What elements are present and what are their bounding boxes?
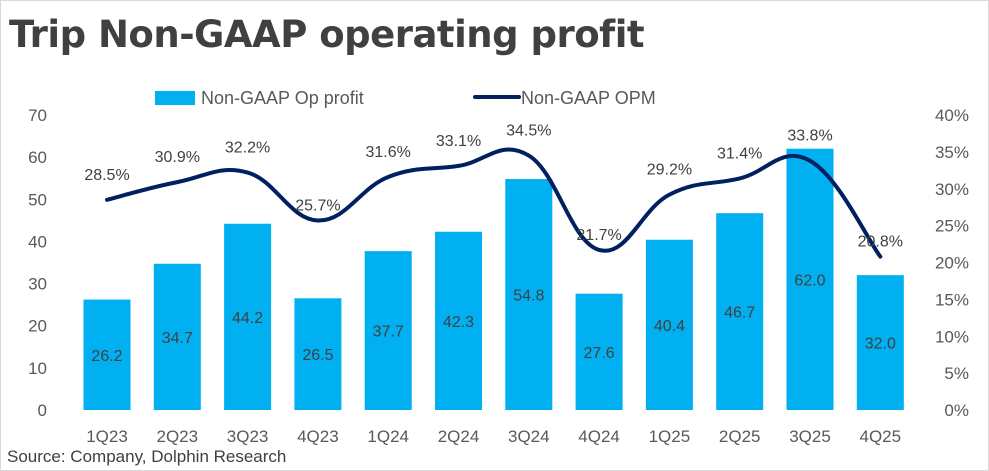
line-label: 30.9% xyxy=(155,149,200,166)
x-tick: 3Q23 xyxy=(227,427,269,446)
bar xyxy=(575,293,623,410)
x-tick: 1Q24 xyxy=(367,427,409,446)
bar xyxy=(294,298,342,410)
bar xyxy=(505,179,553,410)
line-label: 29.2% xyxy=(647,162,692,179)
source-note: Source: Company, Dolphin Research xyxy=(7,447,287,466)
bar xyxy=(435,231,482,410)
x-tick: 2Q23 xyxy=(157,427,199,446)
bar-label: 62.0 xyxy=(794,272,825,289)
x-tick: 1Q25 xyxy=(649,427,691,446)
x-tick: 4Q25 xyxy=(860,427,902,446)
bar xyxy=(224,223,272,410)
line-label: 21.7% xyxy=(576,227,621,244)
line-label: 33.1% xyxy=(436,133,481,150)
legend-label-bar: Non-GAAP Op profit xyxy=(201,88,364,108)
line-label: 31.4% xyxy=(717,145,762,162)
y-right-tick: 35% xyxy=(935,143,969,162)
x-tick: 4Q24 xyxy=(578,427,620,446)
bar xyxy=(153,263,201,410)
line-label: 31.6% xyxy=(366,144,411,161)
legend-label-line: Non-GAAP OPM xyxy=(521,88,656,108)
x-tick: 3Q24 xyxy=(508,427,550,446)
x-tick: 4Q23 xyxy=(297,427,339,446)
bar-label: 44.2 xyxy=(232,310,263,327)
x-tick: 1Q23 xyxy=(86,427,128,446)
x-tick: 2Q24 xyxy=(438,427,480,446)
line-label: 32.2% xyxy=(225,140,270,157)
y-left-tick: 0 xyxy=(38,401,47,420)
bar xyxy=(856,275,904,410)
y-right-tick: 25% xyxy=(935,217,969,236)
bar-label: 32.0 xyxy=(865,336,896,353)
line-label: 33.8% xyxy=(787,128,832,145)
y-left-tick: 20 xyxy=(28,317,47,336)
bar-label: 26.5 xyxy=(302,347,333,364)
x-tick: 3Q25 xyxy=(789,427,831,446)
bar xyxy=(364,251,412,410)
y-left-tick: 10 xyxy=(28,359,47,378)
y-left-tick: 50 xyxy=(28,190,47,209)
y-left-tick: 40 xyxy=(28,232,47,251)
chart-title: Trip Non-GAAP operating profit xyxy=(9,13,645,56)
bar xyxy=(716,213,764,410)
x-tick: 2Q25 xyxy=(719,427,761,446)
bar-label: 26.2 xyxy=(91,348,122,365)
y-left-tick: 70 xyxy=(28,106,47,125)
y-left-tick: 60 xyxy=(28,148,47,167)
line-label: 28.5% xyxy=(84,167,129,184)
bar-label: 54.8 xyxy=(513,288,544,305)
bar xyxy=(645,239,693,410)
bar-label: 34.7 xyxy=(162,330,193,347)
line-label: 34.5% xyxy=(506,123,551,140)
bar-label: 42.3 xyxy=(443,314,474,331)
y-right-tick: 5% xyxy=(944,364,969,383)
y-right-tick: 10% xyxy=(935,327,969,346)
y-right-tick: 40% xyxy=(935,106,969,125)
bar xyxy=(83,299,131,410)
bar xyxy=(786,148,834,410)
y-right-tick: 20% xyxy=(935,254,969,273)
bar-label: 27.6 xyxy=(584,345,615,362)
y-right-tick: 15% xyxy=(935,290,969,309)
y-right-tick: 0% xyxy=(944,401,969,420)
y-left-tick: 30 xyxy=(28,275,47,294)
opm-line xyxy=(105,147,883,259)
legend-swatch-bar xyxy=(155,91,195,105)
line-label: 25.7% xyxy=(295,197,340,214)
y-right-tick: 30% xyxy=(935,180,969,199)
bar-label: 46.7 xyxy=(724,305,755,322)
bar-label: 37.7 xyxy=(373,324,404,341)
bar-label: 40.4 xyxy=(654,318,685,335)
line-label: 20.8% xyxy=(858,234,903,251)
